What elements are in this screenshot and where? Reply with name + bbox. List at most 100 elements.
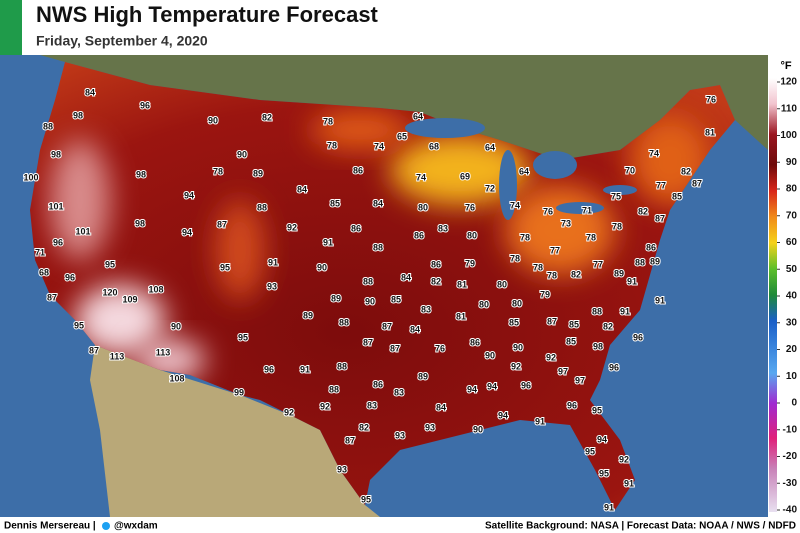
temperature-label: 108 [169, 373, 184, 383]
cool-zone [390, 135, 530, 205]
temperature-label: 101 [75, 226, 90, 236]
temperature-label: 87 [382, 321, 392, 331]
credits: Satellite Background: NASA | Forecast Da… [485, 521, 796, 532]
temperature-label: 68 [429, 141, 439, 151]
temperature-label: 78 [586, 232, 596, 242]
temperature-label: 71 [35, 247, 45, 257]
legend-tick-label: 120 [780, 77, 797, 88]
temperature-label: 86 [351, 223, 361, 233]
temperature-label: 97 [575, 375, 585, 385]
temperature-label: 90 [513, 342, 523, 352]
temperature-label: 93 [267, 281, 277, 291]
temperature-label: 82 [571, 269, 581, 279]
temperature-label: 79 [465, 258, 475, 268]
temperature-label: 96 [140, 100, 150, 110]
temperature-label: 78 [520, 232, 530, 242]
temperature-label: 77 [550, 245, 560, 255]
temperature-label: 64 [485, 142, 495, 152]
temperature-label: 78 [327, 140, 337, 150]
temperature-label: 84 [436, 402, 446, 412]
temperature-label: 88 [373, 242, 383, 252]
temperature-label: 96 [609, 362, 619, 372]
temperature-label: 82 [603, 321, 613, 331]
temperature-label: 76 [706, 94, 716, 104]
temperature-label: 96 [264, 364, 274, 374]
temperature-label: 94 [182, 227, 192, 237]
legend-tick-label: 50 [786, 264, 798, 275]
temperature-label: 91 [620, 306, 630, 316]
temperature-label: 83 [438, 223, 448, 233]
temperature-label: 80 [512, 298, 522, 308]
lake-ontario [603, 185, 637, 195]
temperature-label: 98 [135, 218, 145, 228]
temperature-label: 85 [330, 198, 340, 208]
temperature-label: 82 [681, 166, 691, 176]
temperature-label: 87 [47, 292, 57, 302]
temperature-label: 78 [510, 253, 520, 263]
temperature-label: 91 [624, 478, 634, 488]
twitter-icon [102, 522, 110, 530]
temperature-label: 90 [473, 424, 483, 434]
temperature-label: 74 [649, 148, 659, 158]
subtitle: Friday, September 4, 2020 [36, 33, 208, 49]
temperature-label: 86 [414, 230, 424, 240]
temperature-label: 101 [48, 201, 63, 211]
temperature-label: 93 [425, 422, 435, 432]
temperature-label: 97 [558, 366, 568, 376]
temperature-label: 88 [257, 202, 267, 212]
temperature-label: 95 [599, 468, 609, 478]
temperature-label: 82 [431, 276, 441, 286]
temperature-label: 91 [627, 276, 637, 286]
temperature-label: 84 [297, 184, 307, 194]
temperature-label: 113 [110, 351, 125, 361]
temperature-label: 88 [339, 317, 349, 327]
temperature-label: 94 [487, 381, 497, 391]
temperature-label: 90 [365, 296, 375, 306]
temperature-label: 74 [416, 172, 426, 182]
temperature-label: 95 [105, 259, 115, 269]
temperature-label: 85 [566, 336, 576, 346]
hot-zone [50, 140, 110, 260]
legend-tick-label: -10 [783, 424, 798, 435]
temperature-label: 90 [237, 149, 247, 159]
lake-michigan [499, 150, 517, 220]
temperature-label: 90 [317, 262, 327, 272]
temperature-label: 77 [593, 259, 603, 269]
temperature-label: 109 [122, 294, 137, 304]
mexico [90, 345, 380, 517]
temperature-label: 87 [217, 219, 227, 229]
temperature-label: 95 [74, 320, 84, 330]
temperature-label: 87 [390, 343, 400, 353]
legend-bar [769, 78, 777, 512]
temperature-label: 88 [43, 121, 53, 131]
legend-unit: °F [780, 60, 791, 72]
temperature-label: 82 [262, 112, 272, 122]
temperature-label: 89 [303, 310, 313, 320]
header-accent [0, 0, 22, 55]
temperature-label: 86 [353, 165, 363, 175]
temperature-label: 93 [395, 430, 405, 440]
temperature-label: 87 [692, 178, 702, 188]
temperature-label: 91 [300, 364, 310, 374]
temperature-label: 100 [23, 172, 38, 182]
temperature-label: 69 [460, 171, 470, 181]
temperature-label: 94 [467, 384, 477, 394]
temperature-label: 80 [479, 299, 489, 309]
lake-superior [405, 118, 485, 138]
temperature-label: 83 [421, 304, 431, 314]
temperature-label: 91 [604, 502, 614, 512]
legend-tick-label: 20 [786, 344, 798, 355]
temperature-label: 94 [597, 434, 607, 444]
temperature-label: 92 [511, 361, 521, 371]
temperature-label: 79 [540, 289, 550, 299]
temperature-label: 95 [585, 446, 595, 456]
mountain-zone [215, 200, 265, 300]
temperature-label: 89 [650, 256, 660, 266]
temperature-label: 89 [331, 293, 341, 303]
temperature-label: 84 [373, 198, 383, 208]
temperature-label: 92 [619, 454, 629, 464]
temperature-label: 80 [418, 202, 428, 212]
legend-tick-label: 70 [786, 210, 798, 221]
temperature-label: 74 [374, 141, 384, 151]
legend-tick-label: -20 [783, 451, 798, 462]
